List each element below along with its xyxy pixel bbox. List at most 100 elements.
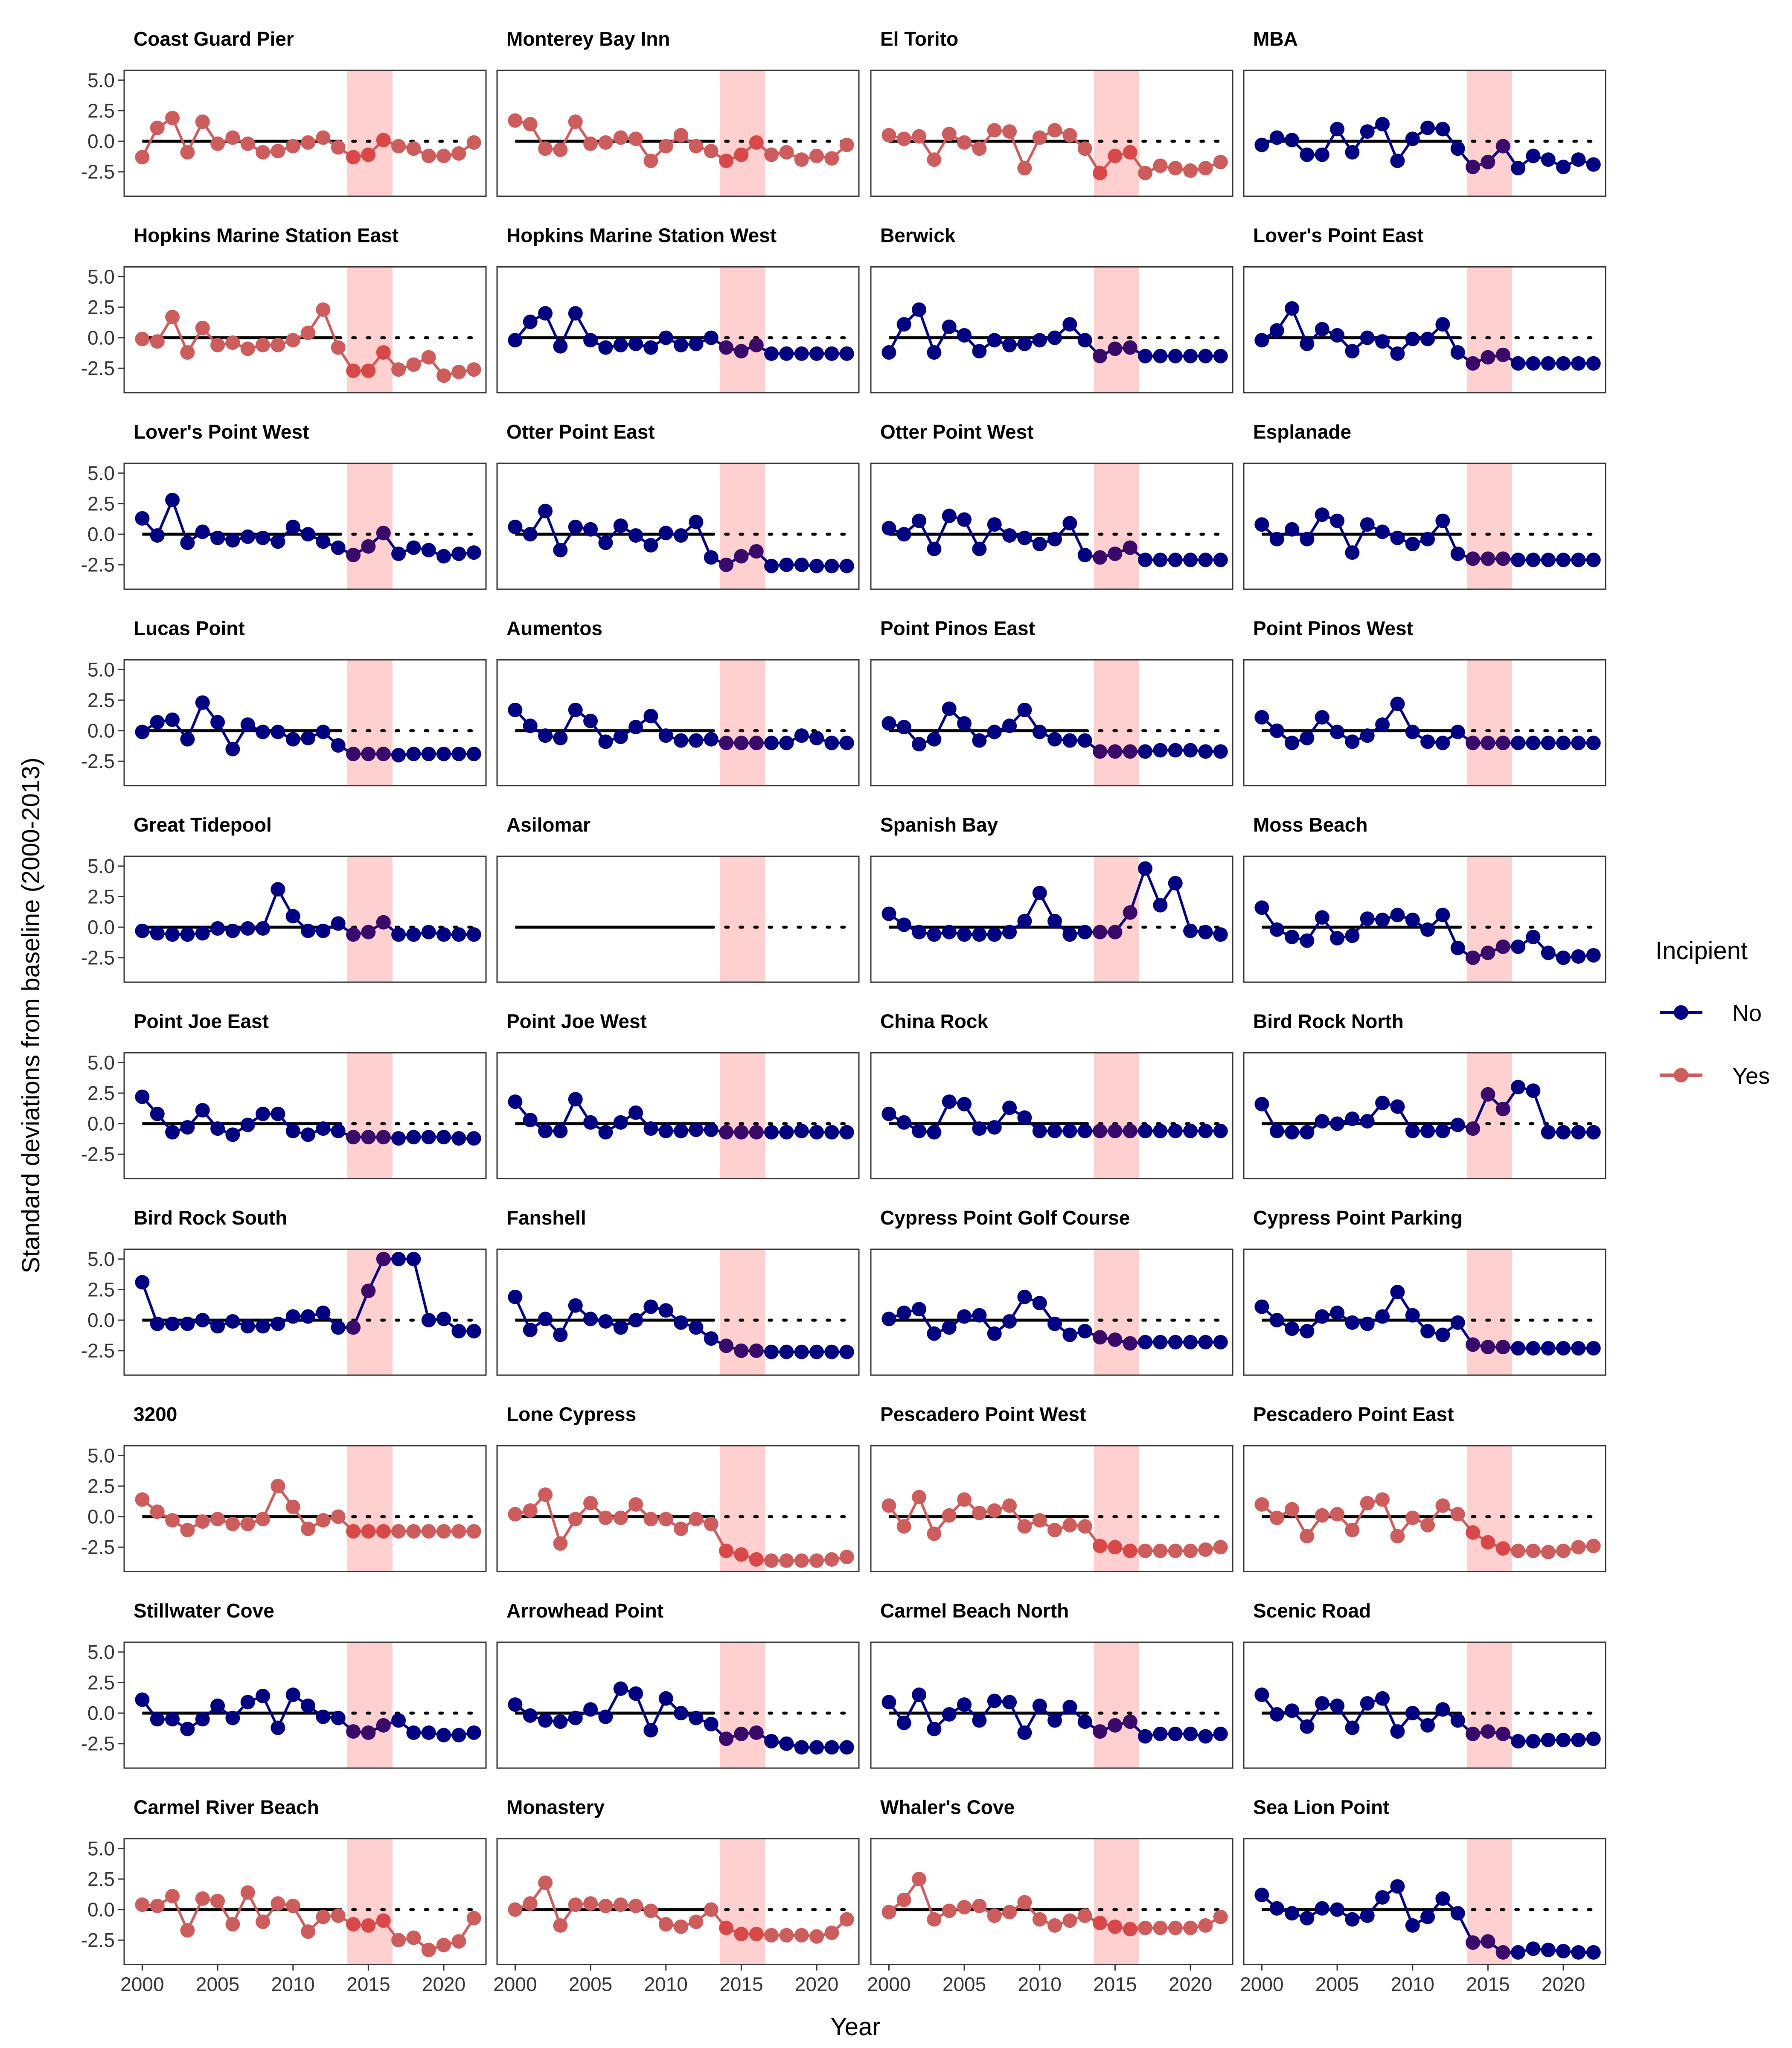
- data-point: [1556, 553, 1571, 567]
- data-point: [256, 530, 271, 545]
- y-tick-label: -2.5: [81, 947, 115, 969]
- data-point: [1002, 1100, 1017, 1115]
- panel-title: Great Tidepool: [134, 814, 272, 836]
- data-point: [316, 1305, 331, 1320]
- data-point: [553, 1714, 568, 1729]
- data-point: [1108, 1919, 1123, 1934]
- data-point: [1450, 141, 1465, 156]
- data-point: [1002, 1695, 1017, 1710]
- data-point: [809, 1553, 824, 1568]
- data-point: [451, 1728, 466, 1743]
- data-point: [1571, 356, 1586, 371]
- data-point: [942, 1320, 957, 1335]
- data-point: [553, 1536, 568, 1551]
- data-point: [361, 747, 376, 762]
- data-point: [391, 1933, 406, 1948]
- data-point: [1556, 1543, 1571, 1558]
- data-point: [508, 1507, 523, 1521]
- data-point: [331, 1908, 346, 1923]
- panel-berwick: Berwick: [870, 224, 1233, 393]
- data-point: [1420, 1909, 1435, 1924]
- data-point: [1300, 1324, 1315, 1338]
- data-point: [658, 1303, 673, 1318]
- highlight-band: [720, 660, 765, 786]
- data-point: [1526, 148, 1541, 163]
- data-point: [1032, 1912, 1047, 1927]
- panel-arrowhead-point: Arrowhead Point: [496, 1600, 860, 1769]
- data-point: [150, 1712, 165, 1727]
- data-point: [1481, 1340, 1495, 1355]
- data-point: [1269, 1123, 1284, 1138]
- data-point: [643, 1903, 658, 1918]
- data-point: [1315, 710, 1329, 725]
- data-point: [1375, 1095, 1390, 1110]
- data-point: [1435, 736, 1450, 751]
- data-point: [658, 330, 673, 345]
- data-point: [225, 1127, 240, 1142]
- y-axis: -2.5 0.0 2.5 5.0: [81, 1641, 125, 1768]
- data-point: [1198, 1542, 1213, 1557]
- data-point: [466, 1524, 481, 1539]
- highlight-band: [720, 1839, 765, 1965]
- data-point: [1047, 123, 1062, 138]
- data-point: [285, 732, 300, 747]
- data-point: [1405, 131, 1420, 146]
- data-point: [421, 543, 436, 558]
- data-point: [628, 1497, 643, 1512]
- data-point: [376, 1524, 391, 1539]
- data-point: [406, 1130, 421, 1145]
- data-point: [1123, 1543, 1137, 1558]
- y-tick-label: 0.0: [87, 916, 115, 938]
- data-point: [316, 1121, 331, 1136]
- data-point: [927, 732, 942, 747]
- data-point: [1571, 1341, 1586, 1356]
- data-point: [1047, 1918, 1062, 1933]
- data-point: [391, 1131, 406, 1146]
- x-tick-label: 2000: [493, 1973, 537, 1996]
- data-point: [1435, 908, 1450, 922]
- data-point: [1062, 1123, 1077, 1138]
- data-point: [881, 128, 896, 143]
- data-point: [553, 339, 568, 354]
- data-point: [436, 1312, 451, 1327]
- data-point: [210, 715, 225, 730]
- data-point: [1466, 1935, 1481, 1950]
- data-point: [1300, 336, 1315, 351]
- data-point: [1315, 1309, 1329, 1324]
- data-point: [1495, 139, 1510, 154]
- data-point: [1254, 333, 1269, 348]
- data-point: [1541, 1125, 1556, 1140]
- data-point: [689, 1914, 704, 1929]
- data-point: [285, 1499, 300, 1514]
- data-point: [881, 521, 896, 535]
- y-tick-label: 5.0: [87, 265, 115, 288]
- data-point: [779, 557, 794, 572]
- panel-lucas-point: Lucas Point -2.5 0.0 2.5 5.0: [81, 617, 487, 786]
- data-point: [1526, 1543, 1541, 1558]
- data-point: [225, 130, 240, 145]
- data-point: [957, 135, 972, 150]
- highlight-band: [1466, 1249, 1512, 1375]
- data-point: [1198, 349, 1213, 364]
- data-point: [957, 927, 972, 942]
- data-point: [466, 927, 481, 942]
- data-point: [628, 1686, 643, 1701]
- panel-monastery: Monastery 2000 2005 2010 2015 2020: [493, 1796, 860, 1996]
- data-point: [794, 1123, 809, 1138]
- data-point: [674, 1123, 689, 1138]
- data-point: [1405, 1123, 1420, 1138]
- panel-border: [1243, 659, 1606, 786]
- data-point: [1360, 1496, 1375, 1511]
- data-point: [896, 1115, 911, 1130]
- data-point: [674, 128, 689, 143]
- data-point: [1093, 744, 1108, 759]
- data-point: [1213, 744, 1228, 759]
- data-point: [240, 1117, 255, 1132]
- data-point: [508, 113, 523, 128]
- data-point: [1213, 927, 1228, 942]
- data-point: [1032, 885, 1047, 900]
- data-point: [150, 1899, 165, 1914]
- panel-border: [123, 1052, 487, 1179]
- data-point: [165, 492, 180, 507]
- data-point: [1556, 160, 1571, 175]
